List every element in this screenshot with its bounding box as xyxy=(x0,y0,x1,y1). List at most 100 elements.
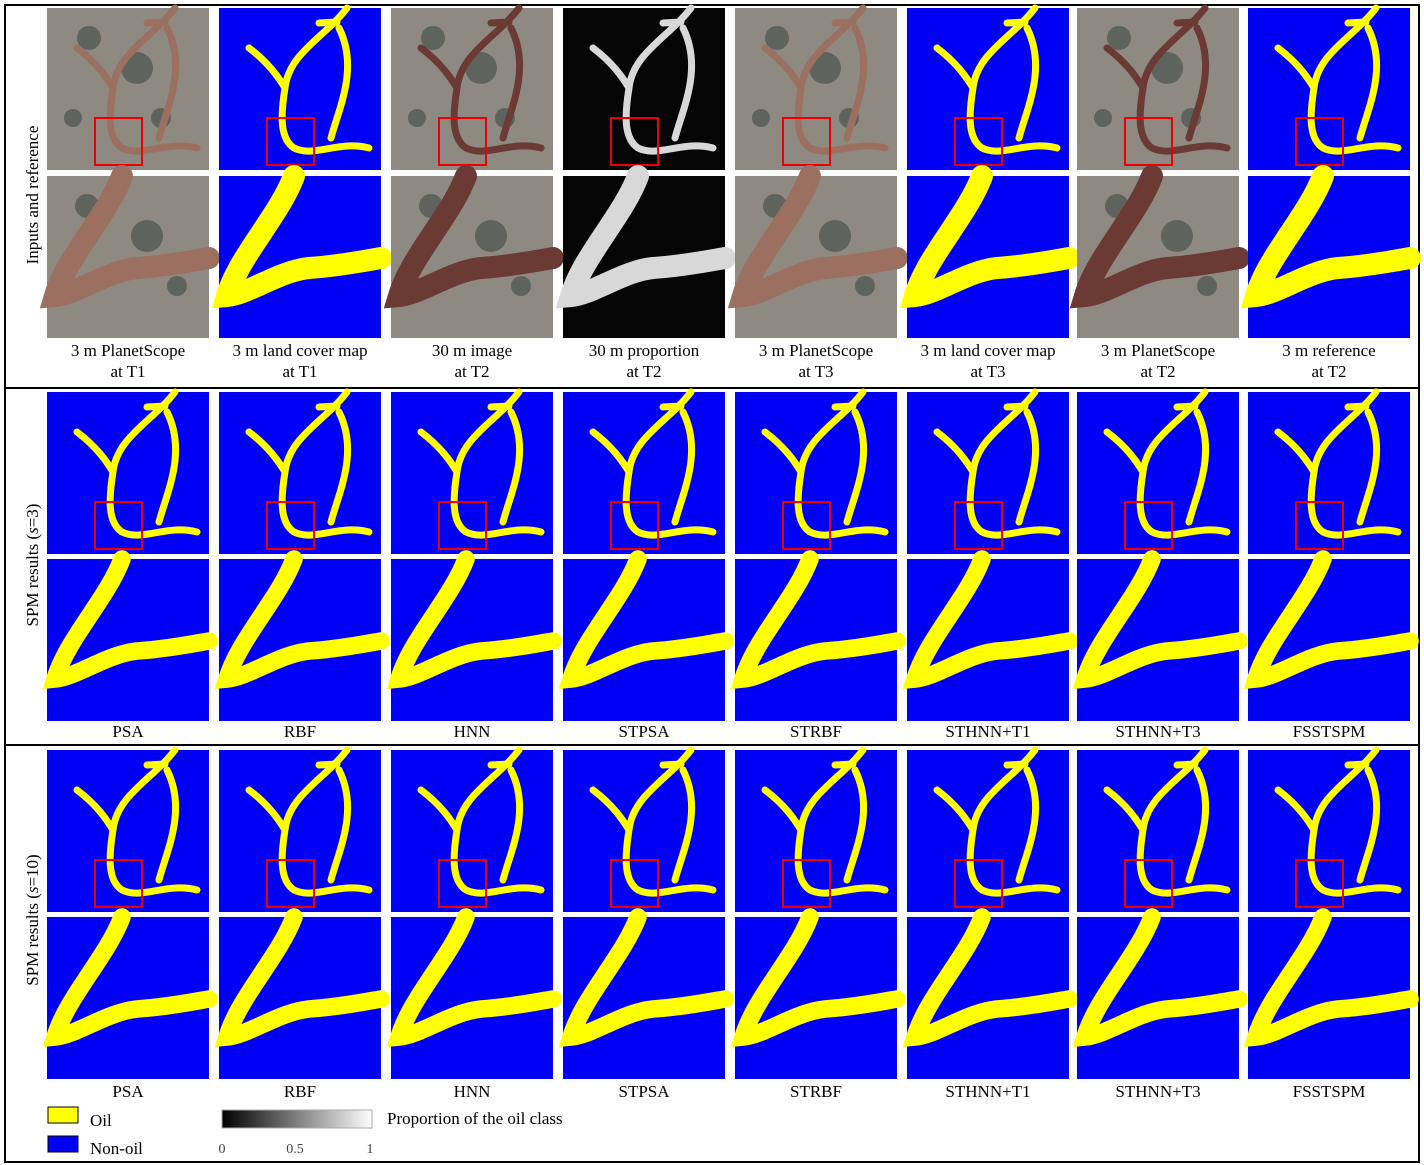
caption: STHNN+T3 xyxy=(1115,722,1200,741)
caption: at T1 xyxy=(282,362,317,381)
colorbar-tick: 0.5 xyxy=(286,1142,304,1157)
image xyxy=(1248,750,1410,912)
caption: 30 m proportion xyxy=(589,341,700,360)
row-label: SPM results (s=10) xyxy=(23,854,42,985)
caption: STRBF xyxy=(790,1082,842,1101)
image xyxy=(391,750,553,912)
colorbar-tick: 1 xyxy=(367,1142,374,1157)
caption: STHNN+T1 xyxy=(945,1082,1030,1101)
image xyxy=(1077,750,1239,912)
image xyxy=(1248,176,1410,338)
image xyxy=(47,8,209,170)
caption: STPSA xyxy=(618,722,670,741)
image xyxy=(563,8,725,170)
caption: at T2 xyxy=(1311,362,1346,381)
image xyxy=(391,917,553,1079)
image xyxy=(1248,917,1410,1079)
caption: at T2 xyxy=(1140,362,1175,381)
colorbar-tick: 0 xyxy=(219,1142,226,1157)
caption: PSA xyxy=(112,722,144,741)
pond xyxy=(1197,276,1217,296)
caption: 30 m image xyxy=(432,341,512,360)
image xyxy=(563,176,725,338)
image xyxy=(1248,392,1410,554)
image xyxy=(563,392,725,554)
image xyxy=(47,917,209,1079)
image xyxy=(47,559,209,721)
image xyxy=(735,917,897,1079)
image xyxy=(907,176,1069,338)
caption: 3 m PlanetScope xyxy=(759,341,873,360)
image xyxy=(907,8,1069,170)
image xyxy=(907,559,1069,721)
pond xyxy=(167,276,187,296)
caption: 3 m PlanetScope xyxy=(1101,341,1215,360)
pond xyxy=(64,109,82,127)
row-label: SPM results (s=3) xyxy=(23,504,42,627)
image xyxy=(907,917,1069,1079)
legend-label: Oil xyxy=(90,1111,112,1130)
pond xyxy=(131,220,163,252)
pond xyxy=(408,109,426,127)
row-label: Inputs and reference xyxy=(23,126,42,265)
caption: RBF xyxy=(284,1082,316,1101)
image xyxy=(1077,559,1239,721)
image xyxy=(735,750,897,912)
image xyxy=(1077,8,1239,170)
image xyxy=(1077,176,1239,338)
caption: STHNN+T1 xyxy=(945,722,1030,741)
caption: at T2 xyxy=(626,362,661,381)
caption: STPSA xyxy=(618,1082,670,1101)
image xyxy=(735,392,897,554)
row-label-part: SPM results ( xyxy=(23,534,42,627)
caption: at T3 xyxy=(970,362,1005,381)
row-label-part: Inputs and reference xyxy=(23,126,42,265)
image xyxy=(1248,559,1410,721)
legend-swatch xyxy=(48,1136,78,1152)
image xyxy=(907,750,1069,912)
caption: at T2 xyxy=(454,362,489,381)
row-label-part: =10) xyxy=(23,854,42,886)
row-label-part: SPM results ( xyxy=(23,893,42,986)
image xyxy=(219,8,381,170)
caption: 3 m land cover map xyxy=(232,341,367,360)
colorbar-title: Proportion of the oil class xyxy=(387,1109,563,1128)
image xyxy=(907,392,1069,554)
image xyxy=(219,392,381,554)
pond xyxy=(1161,220,1193,252)
image xyxy=(47,392,209,554)
colorbar xyxy=(222,1110,372,1128)
caption: at T3 xyxy=(798,362,833,381)
image xyxy=(1077,392,1239,554)
image xyxy=(47,750,209,912)
image xyxy=(219,559,381,721)
legend-label: Non-oil xyxy=(90,1139,143,1158)
pond xyxy=(819,220,851,252)
pond xyxy=(855,276,875,296)
image xyxy=(391,8,553,170)
image xyxy=(391,176,553,338)
image xyxy=(563,750,725,912)
image xyxy=(735,559,897,721)
image xyxy=(219,917,381,1079)
caption: HNN xyxy=(454,1082,491,1101)
caption: 3 m reference xyxy=(1282,341,1375,360)
image xyxy=(563,559,725,721)
figure: Inputs and reference 3 m PlanetScope at T1… xyxy=(0,0,1424,1165)
image xyxy=(219,750,381,912)
image xyxy=(735,176,897,338)
pond xyxy=(1094,109,1112,127)
pond xyxy=(475,220,507,252)
caption: at T1 xyxy=(110,362,145,381)
caption: FSSTSPM xyxy=(1293,722,1366,741)
image xyxy=(391,392,553,554)
caption: FSSTSPM xyxy=(1293,1082,1366,1101)
caption: STHNN+T3 xyxy=(1115,1082,1200,1101)
caption: 3 m land cover map xyxy=(920,341,1055,360)
caption: STRBF xyxy=(790,722,842,741)
image xyxy=(391,559,553,721)
image xyxy=(735,8,897,170)
pond xyxy=(511,276,531,296)
caption: RBF xyxy=(284,722,316,741)
image xyxy=(563,917,725,1079)
